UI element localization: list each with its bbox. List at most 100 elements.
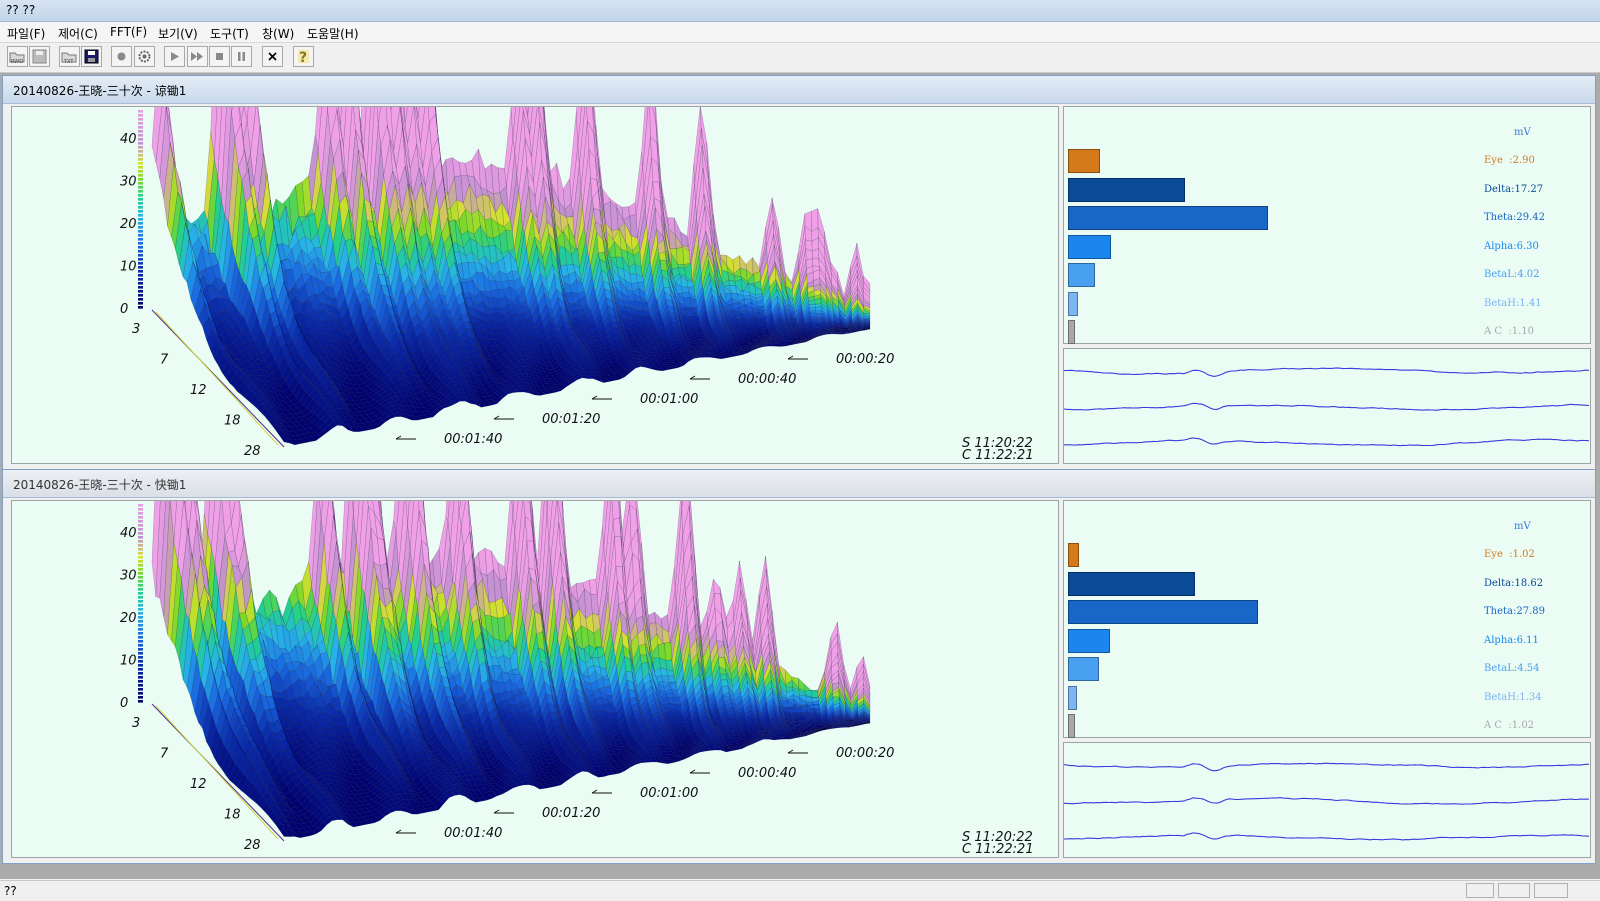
z-tick-label: 20 [120,217,137,232]
window-title: ?? ?? [6,3,35,17]
z-tick-label: 0 [120,302,128,317]
z-color-tick [138,230,143,233]
surface-cell [817,319,823,322]
z-color-tick [138,138,143,141]
frequency-tick-label: 12 [190,383,207,398]
open-raw-icon: RWD [9,49,26,64]
child-window-titlebar[interactable]: 20140826-王晓-三十次 - 谅锄1 [3,76,1595,104]
save-button[interactable] [81,46,102,67]
record-button[interactable] [111,46,132,67]
z-color-tick [138,146,143,149]
spectrogram-surface [152,107,870,445]
z-color-tick [138,246,143,249]
open-txt-icon: TXT [61,49,78,64]
surface-cell [784,344,790,346]
fast-forward-button[interactable] [187,46,208,67]
band-bar-alpha [1068,235,1111,259]
surface-cell [838,333,844,334]
spectrogram-surface [152,501,870,838]
menu-tools[interactable]: 도구(T) [210,25,249,42]
z-color-tick [138,222,143,225]
menu-window[interactable]: 창(W) [262,25,294,42]
child-window-title: 20140826-王晓-三十次 - 谅锄1 [13,82,186,99]
z-color-tick [138,202,143,205]
frequency-tick-label: 3 [132,322,140,337]
band-bar-theta [1068,206,1268,230]
open-txt-button[interactable]: TXT [59,46,80,67]
z-color-tick [138,170,143,173]
z-color-tick [138,258,143,261]
menu-view[interactable]: 보기(V) [158,25,198,42]
pause-button[interactable] [231,46,252,67]
surface-cell [843,333,849,334]
time-tick-label: 00:00:20 [836,352,894,367]
band-bar-delta [1068,178,1185,202]
band-bar-betal [1068,263,1095,287]
z-color-tick [138,274,143,277]
child-window-title: 20140826-王晓-三十次 - 快锄1 [13,476,186,493]
z-color-tick [138,178,143,181]
surface-cell [721,680,728,686]
settings-button[interactable] [134,46,155,67]
window-titlebar: ?? ?? [0,0,1600,22]
band-label-alpha: Alpha:6.30 [1484,241,1539,252]
open-raw-button[interactable]: RWD [7,46,28,67]
z-tick-label: 40 [120,132,137,147]
z-color-tick [138,210,143,213]
menu-control[interactable]: 제어(C) [58,25,98,42]
surface-cell [809,307,815,310]
z-color-tick [138,278,143,281]
z-color-tick [138,282,143,285]
child-window-titlebar[interactable]: 20140826-王晓-三十次 - 快锄1 [3,470,1595,498]
play-button[interactable] [164,46,185,67]
z-color-tick [138,238,143,241]
z-color-tick [138,206,143,209]
z-color-tick [138,290,143,293]
record-icon [115,50,128,63]
z-color-tick [138,158,143,161]
z-color-tick [138,250,143,253]
current-time-label: C 11:22:21 [962,448,1034,463]
menu-file[interactable]: 파일(F) [7,25,45,42]
save-disabled-icon [32,49,47,64]
z-color-tick [138,298,143,301]
surface-cell [665,642,673,660]
play-icon [168,50,181,63]
surface-cell [676,247,683,265]
surface-cell [809,304,815,307]
z-color-tick [138,174,143,177]
settings-icon [137,49,152,64]
surface-cell [731,355,737,357]
close-button[interactable] [262,46,283,67]
menu-help[interactable]: 도움말(H) [307,25,359,42]
time-tick-label: 00:01:20 [542,412,600,427]
z-color-tick [138,198,143,201]
surface-cell [736,314,743,319]
menu-fft[interactable]: FFT(F) [110,25,147,39]
surface-cell [773,345,779,347]
surface-cell [864,316,870,318]
eeg-waveform-panel [1063,348,1591,464]
z-color-tick [138,242,143,245]
eeg-trace-3 [1064,438,1589,446]
frequency-tick-label: 7 [160,353,169,368]
z-color-tick [138,110,143,113]
stop-icon [213,50,226,63]
z-color-tick [138,214,143,217]
band-label-ac: A C :1.10 [1484,326,1534,337]
help-button[interactable]: ? [293,46,314,67]
surface-cell [768,345,774,346]
z-color-tick [138,118,143,121]
band-label-betal: BetaL:4.02 [1484,269,1540,280]
surface-cell [816,313,822,317]
z-color-tick [138,186,143,189]
save-disabled-button[interactable] [29,46,50,67]
stop-button[interactable] [209,46,230,67]
